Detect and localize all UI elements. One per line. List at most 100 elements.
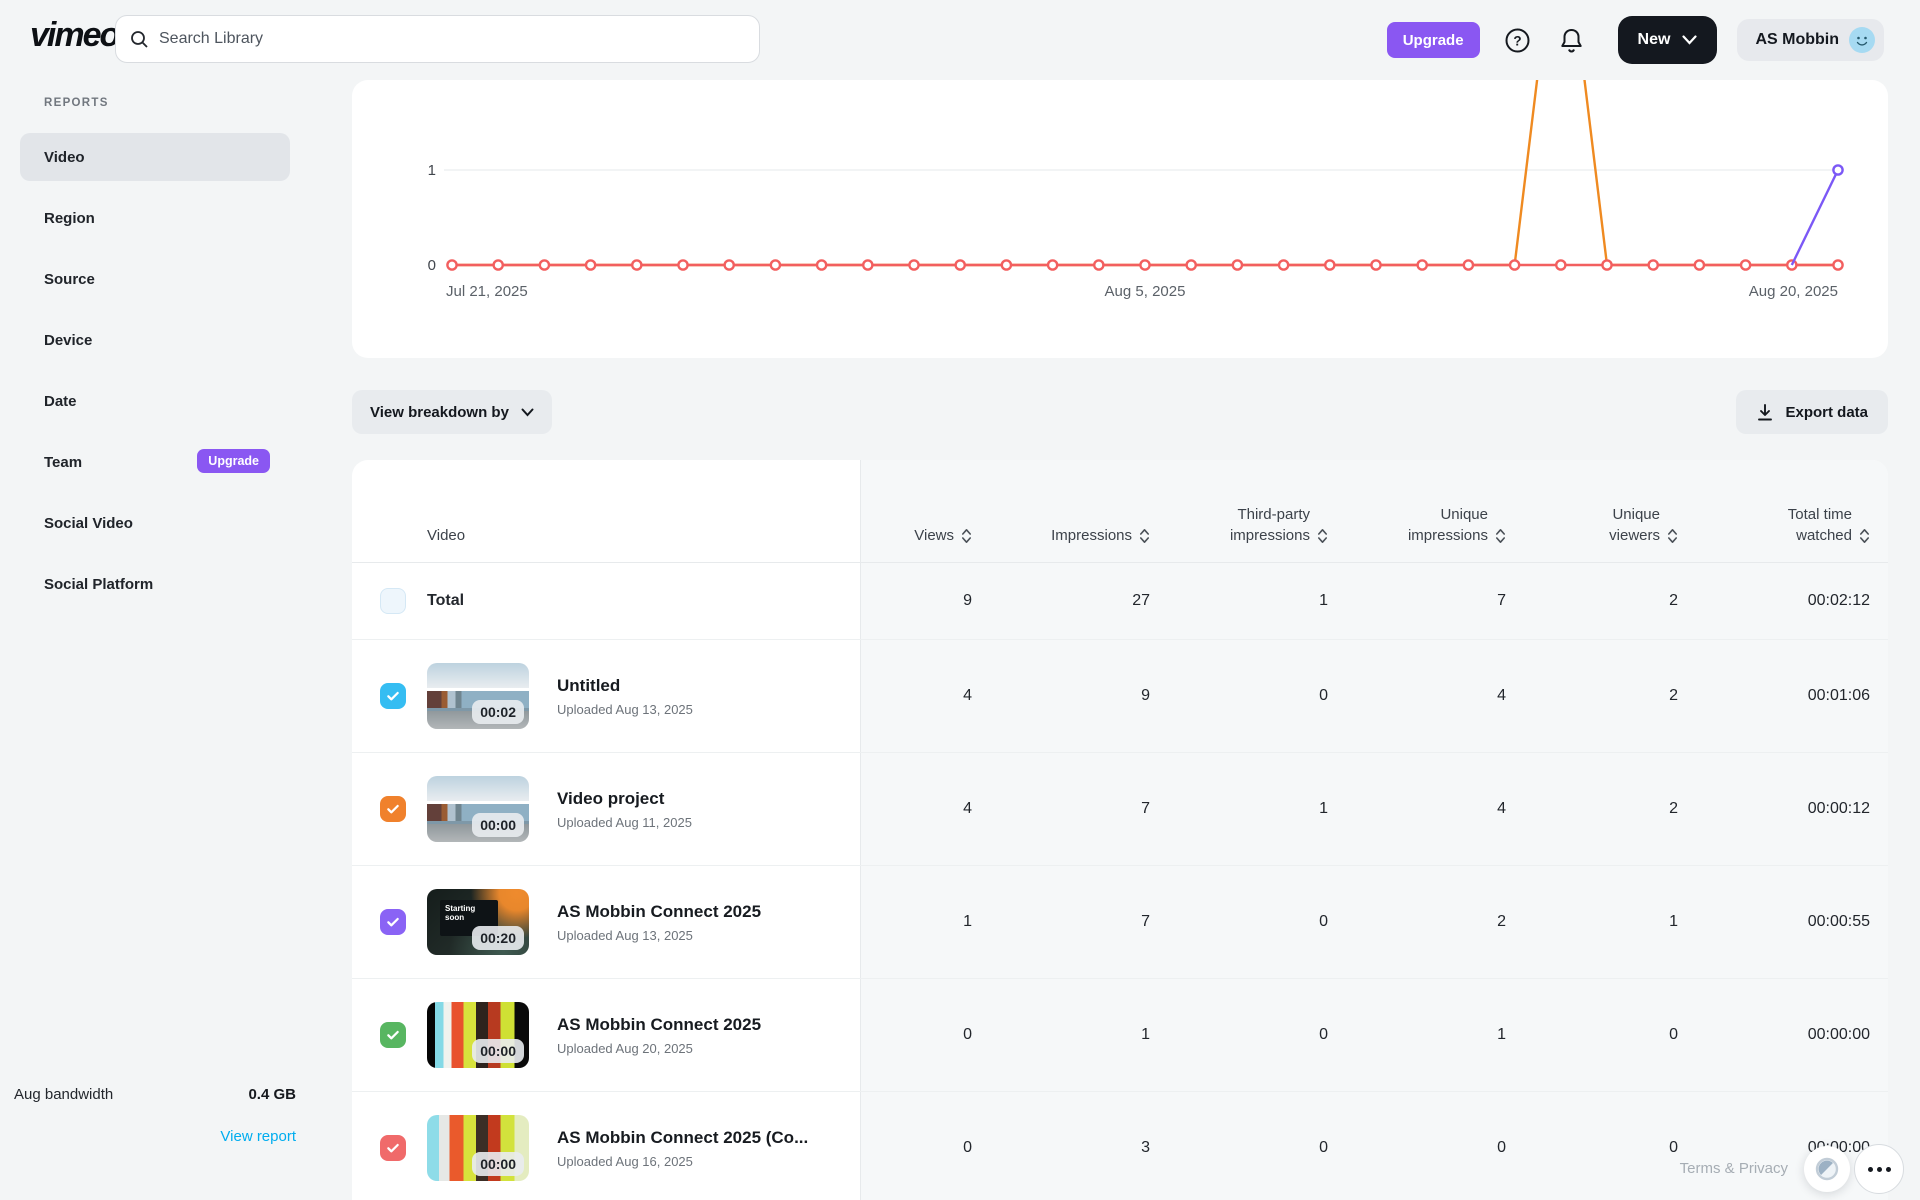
row-checkbox[interactable] [380, 909, 406, 935]
video-upload-date: Uploaded Aug 20, 2025 [557, 1041, 761, 1056]
view-report-link[interactable]: View report [14, 1128, 296, 1145]
sort-icon [1317, 528, 1328, 544]
export-data-label: Export data [1785, 404, 1868, 421]
avatar [1849, 27, 1875, 53]
help-button[interactable]: ? [1500, 23, 1535, 58]
sidebar-item-label: Social Video [44, 515, 133, 532]
account-menu-button[interactable]: AS Mobbin [1737, 19, 1884, 61]
total-metric-value: 00:02:12 [1696, 563, 1888, 639]
sidebar-item-social-video[interactable]: Social Video [20, 499, 290, 547]
video-upload-date: Uploaded Aug 13, 2025 [557, 702, 693, 717]
video-title[interactable]: Untitled [557, 676, 693, 696]
row-checkbox[interactable] [380, 683, 406, 709]
video-thumbnail[interactable]: 00:00 [427, 1002, 529, 1068]
row-checkbox[interactable] [380, 796, 406, 822]
metric-value: 2 [1524, 640, 1696, 752]
sidebar-item-device[interactable]: Device [20, 316, 290, 364]
terms-privacy-link[interactable]: Terms & Privacy [1680, 1160, 1788, 1177]
sidebar-item-video[interactable]: Video [20, 133, 290, 181]
sidebar-item-source[interactable]: Source [20, 255, 290, 303]
reports-nav: Video Region Source Device Date TeamUpgrade So… [20, 133, 290, 621]
metric-value: 4 [1346, 753, 1524, 865]
column-header-views[interactable]: Views [860, 525, 990, 562]
video-thumbnail[interactable]: 00:02 [427, 663, 529, 729]
sort-icon [1667, 528, 1678, 544]
column-header-label: Video [427, 525, 465, 546]
sidebar-item-label: Device [44, 332, 92, 349]
total-metric-value: 7 [1346, 563, 1524, 639]
metric-value: 2 [1346, 866, 1524, 978]
bandwidth-value: 0.4 GB [248, 1086, 296, 1103]
sidebar-item-region[interactable]: Region [20, 194, 290, 242]
duration-badge: 00:20 [472, 926, 524, 950]
svg-text:Aug 5, 2025: Aug 5, 2025 [1105, 283, 1186, 300]
sort-icon [1859, 528, 1870, 544]
video-thumbnail[interactable]: 00:00 [427, 1115, 529, 1181]
svg-text:?: ? [1513, 33, 1521, 48]
video-title[interactable]: AS Mobbin Connect 2025 (Co... [557, 1128, 808, 1148]
metric-value: 0 [1168, 1092, 1346, 1200]
metric-value: 00:01:06 [1696, 640, 1888, 752]
total-row-label: Total [427, 592, 464, 610]
video-thumbnail[interactable]: Starting soon00:20 [427, 889, 529, 955]
column-header-video: Video [352, 525, 860, 562]
table-row: 00:00Video projectUploaded Aug 11, 20254… [352, 753, 1888, 866]
video-title[interactable]: Video project [557, 789, 692, 809]
metric-value: 00:00:00 [1696, 979, 1888, 1091]
total-row-checkbox[interactable] [380, 588, 406, 614]
svg-text:Jul 21, 2025: Jul 21, 2025 [446, 283, 528, 300]
view-breakdown-button[interactable]: View breakdown by [352, 390, 552, 434]
row-checkbox[interactable] [380, 1022, 406, 1048]
check-icon [385, 1140, 401, 1156]
sidebar-item-social-platform[interactable]: Social Platform [20, 560, 290, 608]
sidebar-item-label: Date [44, 393, 77, 410]
metric-value: 4 [1346, 640, 1524, 752]
metric-value: 7 [990, 866, 1168, 978]
ellipsis-icon [1868, 1167, 1873, 1172]
notifications-button[interactable] [1555, 23, 1588, 58]
check-icon [385, 801, 401, 817]
video-title[interactable]: AS Mobbin Connect 2025 [557, 902, 761, 922]
column-header-label: Unique impressions [1396, 504, 1488, 546]
column-header-impressions[interactable]: Impressions [990, 525, 1168, 562]
duration-badge: 00:00 [472, 813, 524, 837]
column-header-unique-viewers[interactable]: Unique viewers [1524, 504, 1696, 562]
sidebar-item-team[interactable]: TeamUpgrade [20, 438, 290, 486]
column-header-total-time-watched[interactable]: Total time watched [1696, 504, 1888, 562]
table-header-row: Video Views Impressions Third-party impress… [352, 460, 1888, 563]
column-header-third-party-impressions[interactable]: Third-party impressions [1168, 504, 1346, 562]
bandwidth-summary: Aug bandwidth 0.4 GB [14, 1086, 296, 1103]
download-icon [1756, 403, 1774, 422]
vimeo-logo[interactable]: vimeo [30, 16, 118, 55]
new-button[interactable]: New [1618, 16, 1718, 64]
upgrade-badge[interactable]: Upgrade [197, 449, 270, 473]
feedback-pen-button[interactable] [1804, 1146, 1850, 1192]
column-header-label: Impressions [1051, 525, 1132, 546]
sidebar-item-date[interactable]: Date [20, 377, 290, 425]
metric-value: 2 [1524, 753, 1696, 865]
metric-value: 0 [1168, 866, 1346, 978]
sort-icon [1495, 528, 1506, 544]
table-body: Total92717200:02:1200:02UntitledUploaded… [352, 563, 1888, 1200]
video-thumbnail[interactable]: 00:00 [427, 776, 529, 842]
svg-text:1: 1 [428, 162, 436, 179]
more-options-button[interactable] [1854, 1144, 1904, 1194]
metric-value: 00:00:12 [1696, 753, 1888, 865]
export-data-button[interactable]: Export data [1736, 390, 1888, 434]
sort-icon [1139, 528, 1150, 544]
metric-value: 7 [990, 753, 1168, 865]
search-input[interactable] [159, 30, 745, 48]
search-icon [130, 30, 149, 49]
new-button-label: New [1638, 31, 1671, 49]
column-header-unique-impressions[interactable]: Unique impressions [1346, 504, 1524, 562]
metric-value: 0 [1168, 979, 1346, 1091]
sidebar-item-label: Source [44, 271, 95, 288]
video-title[interactable]: AS Mobbin Connect 2025 [557, 1015, 761, 1035]
column-header-label: Total time watched [1762, 504, 1852, 546]
row-checkbox[interactable] [380, 1135, 406, 1161]
column-header-label: Third-party impressions [1218, 504, 1310, 546]
metric-value: 1 [1346, 979, 1524, 1091]
search-bar[interactable] [115, 15, 760, 63]
sidebar-item-label: Social Platform [44, 576, 153, 593]
upgrade-button[interactable]: Upgrade [1387, 22, 1480, 58]
